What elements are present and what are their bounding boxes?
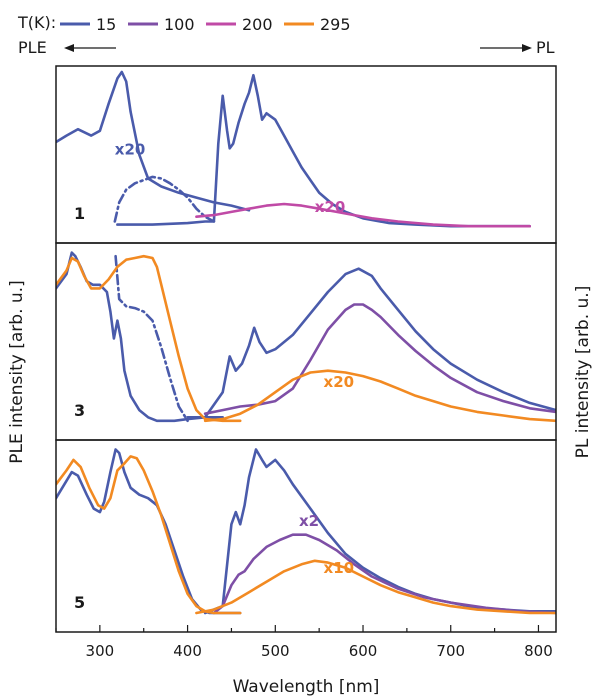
ple-label: PLE: [18, 38, 47, 57]
panel-3-series: [56, 251, 556, 423]
panel-5: 5 x2 x10: [55, 439, 557, 633]
ple-direction: PLE: [18, 38, 116, 57]
panel-label-3: 3: [74, 401, 85, 420]
series-line-200K-3: [195, 202, 531, 228]
series-line-15K-1: [114, 254, 189, 423]
panel-1: 1 x20 x20: [55, 65, 557, 244]
x-tick-label-700: 700: [436, 642, 465, 660]
left-y-axis-label: PLE intensity [arb. u.]: [7, 280, 27, 463]
series-line-15K-0: [56, 70, 251, 212]
legend: T(K): 15 100 200 295: [17, 13, 351, 34]
panel-5-series: [56, 448, 556, 615]
series-line-295K-3: [56, 455, 242, 615]
annotation-5-0: x2: [299, 512, 319, 530]
series-line-295K-4: [195, 559, 556, 615]
series-line-15K-1: [113, 175, 216, 223]
series-line-100K-3: [203, 303, 556, 415]
annotation-1-0: x20: [115, 141, 146, 159]
panel-1-series: [56, 70, 531, 228]
panels: 1 x20 x20 3 x20 5 x2 x10: [55, 65, 557, 633]
x-tick-label-600: 600: [349, 642, 378, 660]
x-tick-label-500: 500: [261, 642, 290, 660]
series-line-15K-2: [186, 267, 556, 419]
pl-direction: PL: [480, 38, 555, 57]
panel-label-1: 1: [74, 204, 85, 223]
legend-label-100: 100: [164, 15, 195, 34]
panel-frame-5: [55, 439, 557, 633]
x-tick-label-400: 400: [173, 642, 202, 660]
panel-frame-3: [55, 242, 557, 441]
legend-label-200: 200: [242, 15, 273, 34]
annotation-1-1: x20: [315, 198, 346, 216]
x-axis-label: Wavelength [nm]: [233, 677, 380, 697]
legend-label-295: 295: [320, 15, 351, 34]
panel-label-5: 5: [74, 593, 85, 612]
x-tick-label-300: 300: [86, 642, 115, 660]
series-line-15K-0: [56, 251, 224, 423]
legend-label-15: 15: [96, 15, 116, 34]
x-axis: 300 400 500 600 700 800: [55, 625, 553, 660]
ple-arrow-head: [64, 44, 74, 52]
series-line-295K-5: [203, 369, 556, 423]
annotation-5-1: x10: [324, 559, 355, 577]
pl-label: PL: [536, 38, 555, 57]
series-line-295K-4: [56, 254, 242, 423]
legend-title: T(K):: [17, 13, 56, 32]
pl-arrow-head: [522, 44, 532, 52]
right-y-axis-label: PL intensity [arb. u.]: [573, 286, 593, 459]
annotation-3-0: x20: [324, 373, 355, 391]
x-tick-label-800: 800: [524, 642, 553, 660]
series-line-15K-2: [116, 73, 531, 228]
series-line-100K-2: [212, 533, 556, 615]
legend-items: 15 100 200 295: [60, 15, 351, 34]
panel-3: 3 x20: [55, 242, 557, 441]
